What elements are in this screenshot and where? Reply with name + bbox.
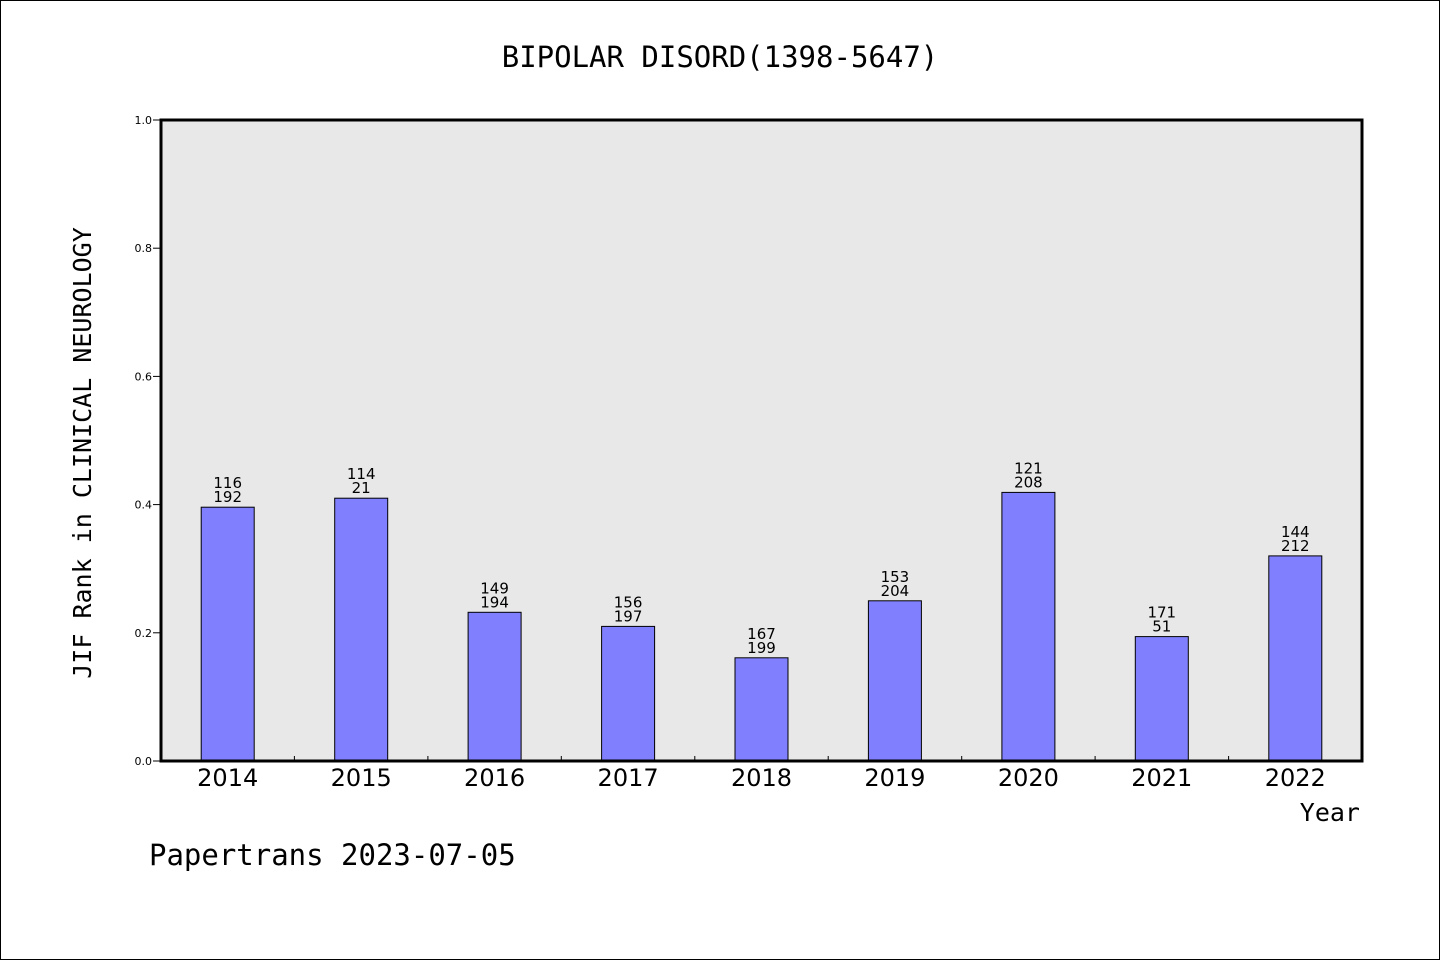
- x-tick-label-2014: 2014: [197, 764, 258, 792]
- y-tick-label-1.0: 1.0: [135, 114, 153, 127]
- bar-2016: [467, 611, 522, 762]
- chart-title: BIPOLAR DISORD(1398-5647): [502, 40, 939, 74]
- bar-2015: [334, 497, 389, 762]
- bar-label-top-2017: 156: [614, 593, 643, 611]
- bar-label-bottom-2021: 51: [1152, 618, 1171, 636]
- y-tick-label-0.6: 0.6: [135, 370, 153, 383]
- bar-label-top-2022: 144: [1281, 523, 1310, 541]
- x-tick-label-2022: 2022: [1265, 764, 1326, 792]
- bar-label-bottom-2015: 21: [352, 479, 371, 497]
- bar-label-top-2015: 114: [347, 465, 376, 483]
- bar-label-top-2021: 171: [1147, 604, 1176, 622]
- bar-2017: [601, 625, 656, 762]
- bar-label-top-2014: 116: [213, 474, 242, 492]
- bar-label-bottom-2022: 212: [1281, 537, 1310, 555]
- bar-label-top-2020: 121: [1014, 459, 1043, 477]
- x-tick-label-2017: 2017: [598, 764, 659, 792]
- x-tick-label-2021: 2021: [1131, 764, 1192, 792]
- x-tick-label-2020: 2020: [998, 764, 1059, 792]
- bar-label-top-2018: 167: [747, 625, 776, 643]
- bar-2020: [1001, 491, 1056, 762]
- bar-label-bottom-2018: 199: [747, 639, 776, 657]
- bar-2014: [200, 506, 255, 762]
- axes-layer: 2014 2015 2016 2017 2018 2019 2020 2021 2022 0.0 0…: [135, 114, 1326, 792]
- bar-2019: [867, 600, 922, 762]
- x-tick-label-2015: 2015: [331, 764, 392, 792]
- bar-label-bottom-2016: 194: [480, 593, 509, 611]
- bar-2021: [1134, 636, 1189, 762]
- y-axis-label: JIF Rank in CLINICAL NEUROLOGY: [68, 227, 97, 679]
- plot-border: [159, 118, 1364, 763]
- bar-2018: [734, 657, 789, 762]
- bar-label-bottom-2014: 192: [213, 488, 242, 506]
- footer-credit: Papertrans 2023-07-05: [149, 838, 516, 872]
- bar-label-top-2019: 153: [881, 568, 910, 586]
- bar-label-bottom-2020: 208: [1014, 473, 1043, 491]
- y-tick-label-0.0: 0.0: [135, 755, 153, 768]
- bar-label-top-2016: 149: [480, 579, 509, 597]
- x-axis-label: Year: [1300, 798, 1360, 827]
- bar-label-bottom-2017: 197: [614, 607, 643, 625]
- bar-2022: [1268, 555, 1323, 762]
- y-tick-label-0.4: 0.4: [135, 499, 153, 512]
- y-tick-label-0.2: 0.2: [135, 627, 153, 640]
- bar-label-bottom-2019: 204: [881, 582, 910, 600]
- x-tick-label-2018: 2018: [731, 764, 792, 792]
- x-tick-label-2016: 2016: [464, 764, 525, 792]
- x-tick-label-2019: 2019: [864, 764, 925, 792]
- y-tick-label-0.8: 0.8: [135, 242, 153, 255]
